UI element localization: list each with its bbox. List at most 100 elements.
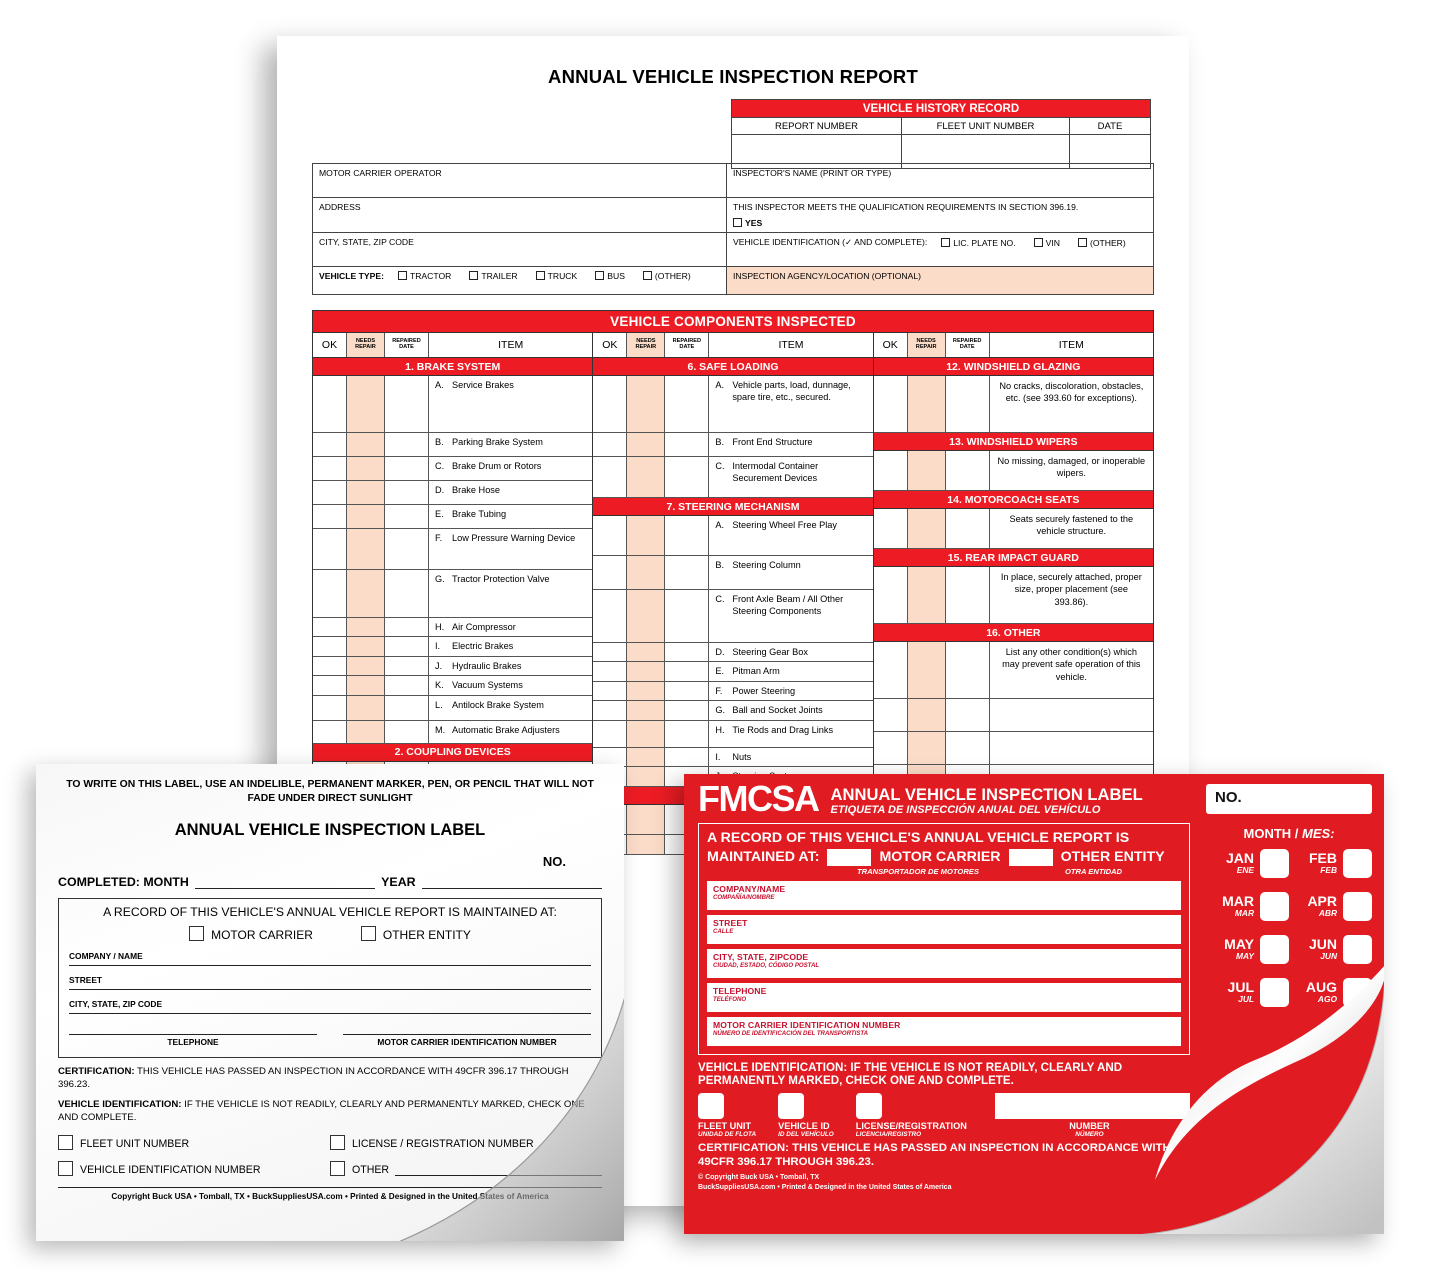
needs-repair-cell[interactable]: [627, 720, 666, 747]
fmcsa-field-street[interactable]: STREET CALLE: [707, 914, 1181, 944]
repaired-date-cell[interactable]: [946, 376, 990, 432]
repaired-date-cell[interactable]: [665, 556, 710, 589]
month-cell-jul[interactable]: JUL JUL: [1206, 978, 1289, 1007]
other-write-in-line[interactable]: [990, 699, 1153, 731]
ok-checkbox-cell[interactable]: [313, 676, 347, 695]
needs-repair-cell[interactable]: [907, 451, 946, 490]
qualification-yes-row[interactable]: YES: [733, 218, 1147, 228]
repaired-date-cell[interactable]: [665, 662, 710, 681]
fmcsa-number-field[interactable]: NUMBER NÚMERO: [989, 1093, 1190, 1138]
repaired-date-cell[interactable]: [385, 505, 429, 528]
vid-option-lic-plate[interactable]: LIC. PLATE NO.: [941, 237, 1016, 248]
vehicle-history-input-row[interactable]: [731, 135, 1151, 169]
checkbox-icon[interactable]: [360, 926, 376, 942]
checkbox-icon[interactable]: [941, 237, 951, 247]
needs-repair-cell[interactable]: [627, 701, 666, 720]
month-cell-apr[interactable]: APR ABR: [1289, 892, 1372, 921]
repaired-date-cell[interactable]: [385, 676, 429, 695]
fmcsa-field-motor-carrier-identification-number[interactable]: MOTOR CARRIER IDENTIFICATION NUMBER NÚMER…: [707, 1016, 1181, 1046]
fleet-unit-number-input[interactable]: [901, 135, 1069, 169]
option-license-registration[interactable]: LICENSE / REGISTRATION NUMBER: [330, 1134, 602, 1150]
needs-repair-cell[interactable]: [907, 567, 946, 623]
city-state-zip-input[interactable]: [69, 1010, 591, 1015]
company-name-input[interactable]: [69, 962, 591, 967]
inspection-agency-field[interactable]: INSPECTION AGENCY/LOCATION (OPTIONAL): [727, 267, 1153, 294]
repaired-date-cell[interactable]: [946, 642, 990, 698]
checkbox-icon[interactable]: [642, 271, 652, 280]
checkbox-icon[interactable]: [733, 218, 742, 227]
needs-repair-cell[interactable]: [347, 433, 385, 456]
fmcsa-field-city-state-zipcode[interactable]: CITY, STATE, ZIPCODE CIUDAD, ESTADO, CÓDI…: [707, 948, 1181, 978]
month-checkbox[interactable]: [1343, 892, 1372, 921]
month-checkbox[interactable]: [1343, 849, 1372, 878]
ok-checkbox-cell[interactable]: [874, 567, 908, 623]
inspector-name-field[interactable]: INSPECTOR'S NAME (PRINT OR TYPE): [733, 168, 892, 178]
repaired-date-cell[interactable]: [946, 567, 990, 623]
vehicle-type-trailer[interactable]: TRAILER: [469, 271, 518, 281]
repaired-date-cell[interactable]: [946, 509, 990, 548]
vehicle-type-tractor[interactable]: TRACTOR: [397, 271, 451, 281]
repaired-date-cell[interactable]: [385, 656, 429, 676]
checkbox-icon[interactable]: [855, 1093, 882, 1120]
month-checkbox[interactable]: [1260, 849, 1289, 878]
needs-repair-cell[interactable]: [347, 481, 385, 504]
telephone-field[interactable]: TELEPHONE: [69, 1034, 317, 1047]
repaired-date-cell[interactable]: [385, 637, 429, 656]
ok-checkbox-cell[interactable]: [874, 376, 908, 432]
ok-checkbox-cell[interactable]: [313, 481, 347, 504]
repaired-date-cell[interactable]: [385, 481, 429, 504]
repaired-date-cell[interactable]: [665, 376, 710, 432]
ok-checkbox-cell[interactable]: [593, 643, 628, 662]
ok-checkbox-cell[interactable]: [313, 720, 347, 743]
needs-repair-cell[interactable]: [627, 376, 666, 432]
city-state-zip-field[interactable]: CITY, STATE, ZIP CODE: [313, 233, 727, 266]
ok-checkbox-cell[interactable]: [593, 457, 628, 497]
fmcsa-number-input[interactable]: [994, 1093, 1190, 1120]
address-field[interactable]: ADDRESS: [313, 198, 727, 232]
needs-repair-cell[interactable]: [907, 732, 946, 764]
ok-checkbox-cell[interactable]: [593, 556, 628, 589]
needs-repair-cell[interactable]: [627, 681, 666, 701]
needs-repair-cell[interactable]: [627, 643, 666, 662]
repaired-date-cell[interactable]: [946, 699, 990, 731]
needs-repair-cell[interactable]: [627, 767, 666, 786]
date-input[interactable]: [1069, 135, 1151, 169]
checkbox-icon[interactable]: [189, 926, 205, 942]
fmcsa-field-company-name[interactable]: COMPANY/NAME COMPAÑÍA/NOMBRE: [707, 880, 1181, 910]
needs-repair-cell[interactable]: [627, 516, 666, 555]
needs-repair-cell[interactable]: [907, 642, 946, 698]
report-number-input[interactable]: [731, 135, 901, 169]
checkbox-icon[interactable]: [698, 1093, 724, 1120]
option-other[interactable]: OTHER: [330, 1160, 602, 1176]
needs-repair-cell[interactable]: [347, 695, 385, 720]
checkbox-icon[interactable]: [595, 271, 605, 280]
ok-checkbox-cell[interactable]: [313, 656, 347, 676]
repaired-date-cell[interactable]: [665, 433, 710, 456]
ok-checkbox-cell[interactable]: [593, 747, 628, 767]
month-checkbox[interactable]: [1260, 935, 1289, 964]
needs-repair-cell[interactable]: [627, 457, 666, 497]
repaired-date-cell[interactable]: [665, 681, 710, 701]
month-cell-jun[interactable]: JUN JUN: [1289, 935, 1372, 964]
needs-repair-cell[interactable]: [347, 376, 385, 432]
checkbox-icon[interactable]: [58, 1160, 73, 1176]
needs-repair-cell[interactable]: [347, 529, 385, 569]
completed-month-input[interactable]: [194, 875, 376, 890]
needs-repair-cell[interactable]: [347, 676, 385, 695]
needs-repair-cell[interactable]: [347, 505, 385, 528]
repaired-date-cell[interactable]: [946, 732, 990, 764]
ok-checkbox-cell[interactable]: [313, 457, 347, 480]
repaired-date-cell[interactable]: [385, 695, 429, 720]
ok-checkbox-cell[interactable]: [313, 637, 347, 656]
checkbox-icon[interactable]: [469, 271, 479, 280]
option-fleet-unit-number[interactable]: FLEET UNIT NUMBER: [58, 1134, 330, 1150]
needs-repair-cell[interactable]: [627, 556, 666, 589]
repaired-date-cell[interactable]: [665, 747, 710, 767]
repaired-date-cell[interactable]: [665, 701, 710, 720]
vid-option-other[interactable]: (OTHER): [1077, 237, 1126, 248]
needs-repair-cell[interactable]: [347, 457, 385, 480]
ok-checkbox-cell[interactable]: [593, 590, 628, 642]
ok-checkbox-cell[interactable]: [313, 695, 347, 720]
needs-repair-cell[interactable]: [627, 804, 666, 834]
repaired-date-cell[interactable]: [385, 529, 429, 569]
